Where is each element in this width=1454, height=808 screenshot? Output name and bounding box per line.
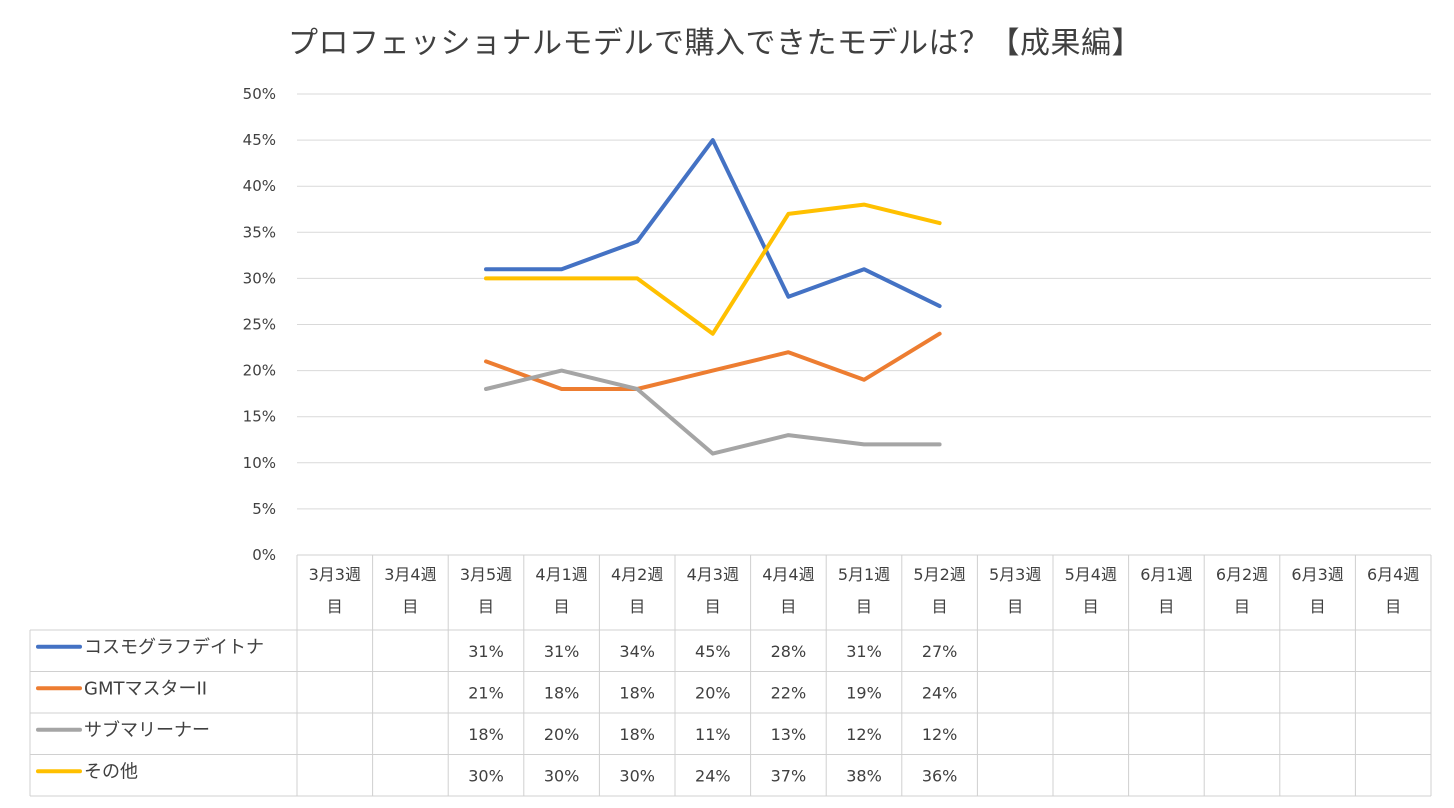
x-tick-label: 目 bbox=[554, 597, 570, 616]
x-tick-label: 4月4週 bbox=[762, 565, 814, 584]
data-label: 22% bbox=[771, 683, 807, 702]
data-label: 31% bbox=[544, 642, 580, 661]
x-tick-label: 目 bbox=[629, 597, 645, 616]
data-label: 24% bbox=[922, 683, 958, 702]
x-tick-label: 6月3週 bbox=[1291, 565, 1343, 584]
data-label: 18% bbox=[619, 683, 655, 702]
x-tick-label: 目 bbox=[1007, 597, 1023, 616]
series-line bbox=[484, 138, 942, 309]
data-label: 36% bbox=[922, 766, 958, 785]
y-tick-label: 25% bbox=[243, 316, 276, 334]
series-line bbox=[484, 331, 942, 391]
y-tick-label: 20% bbox=[243, 362, 276, 380]
data-label: 21% bbox=[468, 683, 504, 702]
x-tick-label: 4月3週 bbox=[687, 565, 739, 584]
x-tick-label: 6月1週 bbox=[1140, 565, 1192, 584]
data-label: 20% bbox=[695, 683, 731, 702]
legend-label: サブマリーナー bbox=[84, 719, 210, 741]
data-label: 31% bbox=[468, 642, 504, 661]
x-tick-label: 目 bbox=[705, 597, 721, 616]
y-tick-label: 5% bbox=[252, 500, 276, 518]
x-tick-label: 3月4週 bbox=[384, 565, 436, 584]
y-tick-label: 50% bbox=[243, 85, 276, 103]
y-tick-label: 0% bbox=[252, 546, 276, 564]
x-tick-label: 目 bbox=[1234, 597, 1250, 616]
x-tick-label: 5月4週 bbox=[1065, 565, 1117, 584]
data-label: 30% bbox=[468, 766, 504, 785]
data-label: 31% bbox=[846, 642, 882, 661]
x-tick-label: 4月2週 bbox=[611, 565, 663, 584]
x-tick-label: 目 bbox=[478, 597, 494, 616]
x-tick-label: 5月1週 bbox=[838, 565, 890, 584]
x-tick-label: 目 bbox=[780, 597, 796, 616]
data-label: 38% bbox=[846, 766, 882, 785]
data-label: 28% bbox=[771, 642, 807, 661]
y-tick-label: 40% bbox=[243, 177, 276, 195]
legend-label: その他 bbox=[84, 761, 138, 782]
data-label: 24% bbox=[695, 766, 731, 785]
x-tick-label: 目 bbox=[402, 597, 418, 616]
x-tick-label: 6月4週 bbox=[1367, 565, 1419, 584]
data-label: 18% bbox=[544, 683, 580, 702]
y-tick-label: 30% bbox=[243, 269, 276, 287]
data-label: 34% bbox=[619, 642, 655, 661]
data-label: 37% bbox=[771, 766, 807, 785]
data-label: 30% bbox=[544, 766, 580, 785]
x-tick-label: 目 bbox=[1310, 597, 1326, 616]
x-tick-label: 4月1週 bbox=[535, 565, 587, 584]
x-tick-label: 3月3週 bbox=[309, 565, 361, 584]
data-label: 45% bbox=[695, 642, 731, 661]
x-tick-label: 目 bbox=[1385, 597, 1401, 616]
x-tick-label: 3月5週 bbox=[460, 565, 512, 584]
legend-label: コスモグラフデイトナ bbox=[84, 637, 264, 658]
data-label: 11% bbox=[695, 725, 731, 744]
chart-title: プロフェッショナルモデルで購入できたモデルは？【成果編】 bbox=[288, 26, 1142, 61]
legend-label: GMTマスターII bbox=[84, 678, 207, 699]
series-lines bbox=[484, 138, 942, 456]
series-line bbox=[484, 368, 942, 456]
x-tick-label: 目 bbox=[1083, 597, 1099, 616]
x-tick-label: 目 bbox=[327, 597, 343, 616]
y-tick-label: 35% bbox=[243, 223, 276, 241]
data-label: 19% bbox=[846, 683, 882, 702]
x-tick-label: 目 bbox=[1158, 597, 1174, 616]
gridlines bbox=[297, 93, 1431, 510]
x-tick-label: 目 bbox=[856, 597, 872, 616]
data-label: 18% bbox=[468, 725, 504, 744]
y-axis-ticks: 0% 5% 10% 15% 20% 25% 30% 35% 40% 45% 50% bbox=[243, 85, 276, 564]
data-label: 12% bbox=[922, 725, 958, 744]
data-label: 12% bbox=[846, 725, 882, 744]
x-tick-label: 5月3週 bbox=[989, 565, 1041, 584]
x-tick-label: 6月2週 bbox=[1216, 565, 1268, 584]
data-label: 27% bbox=[922, 642, 958, 661]
series-line bbox=[484, 202, 942, 336]
data-label: 30% bbox=[619, 766, 655, 785]
y-tick-label: 45% bbox=[243, 131, 276, 149]
data-label: 13% bbox=[771, 725, 807, 744]
x-tick-label: 5月2週 bbox=[913, 565, 965, 584]
data-label: 18% bbox=[619, 725, 655, 744]
data-label: 20% bbox=[544, 725, 580, 744]
x-tick-label: 目 bbox=[932, 597, 948, 616]
y-tick-label: 10% bbox=[243, 454, 276, 472]
y-tick-label: 15% bbox=[243, 408, 276, 426]
